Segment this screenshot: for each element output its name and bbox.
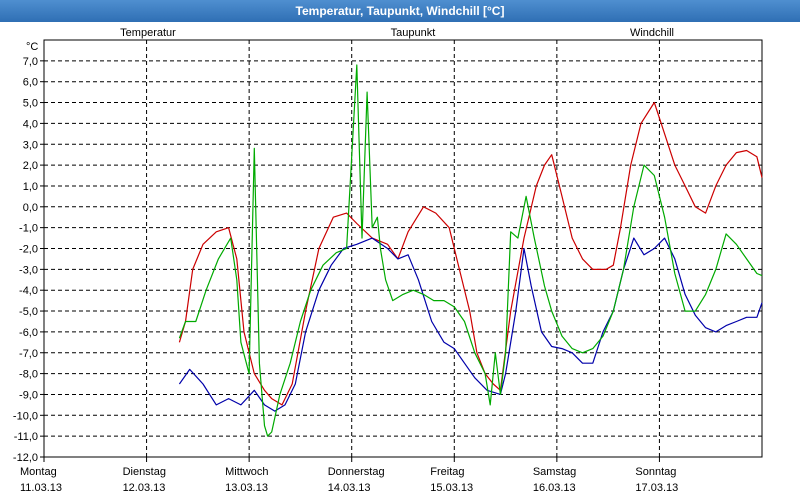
y-tick-label: -5,0 xyxy=(19,306,38,318)
x-tick-date: 16.03.13 xyxy=(533,482,576,494)
window-title: Temperatur, Taupunkt, Windchill [°C] xyxy=(0,0,800,22)
grid-lines xyxy=(40,40,762,462)
y-tick-label: -10,0 xyxy=(13,410,38,422)
x-tick-day: Samstag xyxy=(533,466,576,478)
y-tick-label: 5,0 xyxy=(23,98,38,110)
y-tick-label: -12,0 xyxy=(13,452,38,464)
y-tick-label: 1,0 xyxy=(23,181,38,193)
x-tick-day: Montag xyxy=(20,466,57,478)
x-tick-day: Mittwoch xyxy=(225,466,268,478)
y-axis-label: °C xyxy=(26,41,38,53)
x-tick-labels: Montag 11.03.13 Dienstag 12.03.13 Mittwoch 13… xyxy=(20,466,678,494)
series-line-windchill xyxy=(178,64,763,437)
x-tick-date: 11.03.13 xyxy=(20,482,62,494)
y-tick-label: 4,0 xyxy=(23,118,38,130)
x-tick-date: 13.03.13 xyxy=(225,482,268,494)
y-tick-label: -3,0 xyxy=(19,264,38,276)
x-tick-day: Sonntag xyxy=(635,466,676,478)
x-tick-day: Dienstag xyxy=(123,466,166,478)
y-tick-label: 3,0 xyxy=(23,139,38,151)
x-tick-date: 12.03.13 xyxy=(123,482,166,494)
legend-label-temperatur: Temperatur xyxy=(120,27,176,39)
y-tick-label: -7,0 xyxy=(19,348,38,360)
x-tick-day: Donnerstag xyxy=(328,466,385,478)
y-tick-labels: 7,0 6,0 5,0 4,0 3,0 2,0 1,0 0,0 -1,0 -2,0 -3,0 -4,0… xyxy=(13,56,38,464)
legend-label-taupunkt: Taupunkt xyxy=(391,27,436,39)
y-tick-label: -8,0 xyxy=(19,369,38,381)
legend-label-windchill: Windchill xyxy=(630,27,674,39)
x-tick-date: 15.03.13 xyxy=(430,482,473,494)
legend: Temperatur Taupunkt Windchill xyxy=(120,27,674,39)
chart-plot: 7,0 6,0 5,0 4,0 3,0 2,0 1,0 0,0 -1,0 -2,0 -3,0 -4,0… xyxy=(13,27,763,494)
x-tick-date: 17.03.13 xyxy=(635,482,678,494)
y-tick-label: 6,0 xyxy=(23,77,38,89)
x-tick-date: 14.03.13 xyxy=(328,482,371,494)
y-tick-label: 2,0 xyxy=(23,160,38,172)
y-tick-label: 0,0 xyxy=(23,202,38,214)
y-tick-label: -4,0 xyxy=(19,285,38,297)
y-tick-label: -2,0 xyxy=(19,244,38,256)
y-tick-label: -11,0 xyxy=(14,431,38,443)
y-tick-label: -9,0 xyxy=(19,389,38,401)
y-tick-label: -1,0 xyxy=(19,223,38,235)
series-lines xyxy=(178,64,763,437)
y-tick-label: 7,0 xyxy=(23,56,38,68)
x-tick-day: Freitag xyxy=(430,466,464,478)
y-tick-label: -6,0 xyxy=(19,327,38,339)
